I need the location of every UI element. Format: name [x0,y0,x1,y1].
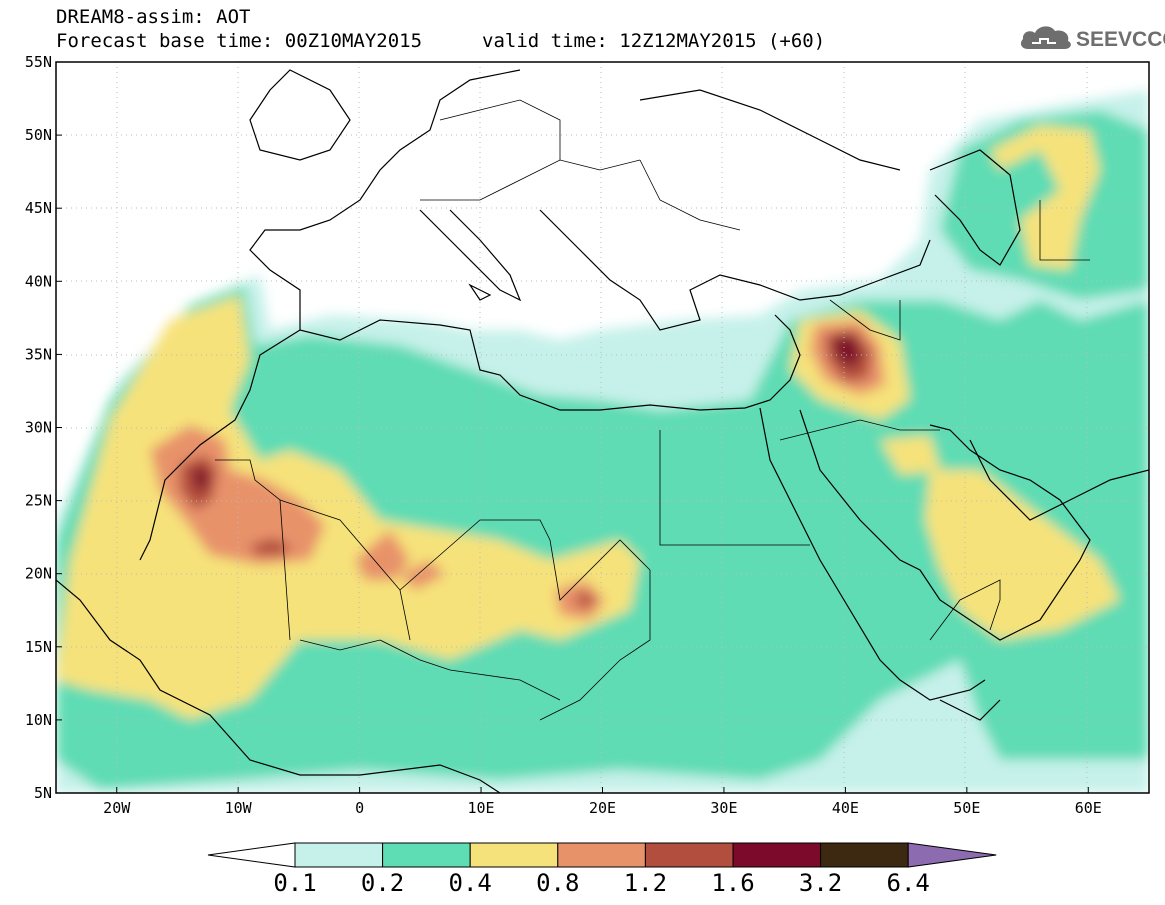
logo-text: SEEVCCC [1076,28,1165,51]
cloud-icon [1020,26,1071,49]
lat-tick-label: 25N [25,492,52,510]
lat-tick-label: 5N [34,784,52,802]
colorbar-label: 0.8 [536,869,580,897]
aot-band-0-4-west [56,295,640,720]
lat-tick-label: 40N [25,272,52,290]
forecast-time-line: Forecast base time: 00Z10MAY2015 valid ti… [56,30,825,52]
lat-tick-label: 10N [25,711,52,729]
aot-field [56,62,1149,793]
aot-band-0-8-niger [355,530,445,590]
lon-tick-label: 20E [589,799,616,817]
lon-tick-label: 20W [103,799,131,817]
colorbar-segment [294,842,384,868]
lon-tick-label: 50E [953,799,980,817]
colorbar-label: 6.4 [886,869,930,897]
lat-tick-label: 50N [25,126,52,144]
lon-tick-label: 60E [1075,799,1102,817]
colorbar-segment [382,842,471,868]
lon-tick-label: 30E [710,799,737,817]
graticule [56,62,1149,793]
colorbar-label: 0.2 [360,869,405,897]
map-title: DREAM8-assim: AOT [56,6,251,28]
aot-band-0-4-caspian [990,125,1100,270]
colorbar-label: 3.2 [798,869,843,897]
axis-ticks: 20W 10W 0 10E 20E 30E 40E 50E 60E 55N 50N 45N 40N 35N… [25,53,1102,817]
base-time-label: Forecast base time: 00Z10MAY2015 [56,30,423,52]
lat-tick-label: 45N [25,199,52,217]
coastlines [56,69,1149,793]
colorbar-segment [469,842,559,868]
colorbar-segment [644,842,734,868]
lon-tick-label: 40E [832,799,859,817]
colorbar-segment [820,842,909,868]
colorbar [207,842,997,868]
lat-tick-label: 15N [25,638,52,656]
lon-tick-label: 10W [225,799,253,817]
lat-tick-label: 30N [25,419,52,437]
lat-tick-label: 55N [25,53,52,71]
country-borders [215,99,1090,721]
colorbar-label: 1.6 [711,869,755,897]
lat-tick-label: 20N [25,565,52,583]
colorbar-label: 0.4 [448,869,492,897]
aot-band-0-4-gulf [880,435,940,475]
colorbar-lower-arrow [207,842,296,868]
aot-band-0-4-arabia [925,470,1120,640]
valid-time-label: valid time: 12Z12MAY2015 (+60) [482,30,826,52]
lat-tick-label: 35N [25,345,52,363]
colorbar-label: 1.2 [623,869,668,897]
colorbar-upper-arrow [907,842,997,868]
seevccc-logo: SEEVCCC [1018,22,1165,56]
colorbar-label: 0.1 [273,869,317,897]
colorbar-segment [557,842,646,868]
lon-tick-label: 10E [468,799,495,817]
lon-tick-label: 0 [355,799,364,817]
colorbar-segment [732,842,822,868]
